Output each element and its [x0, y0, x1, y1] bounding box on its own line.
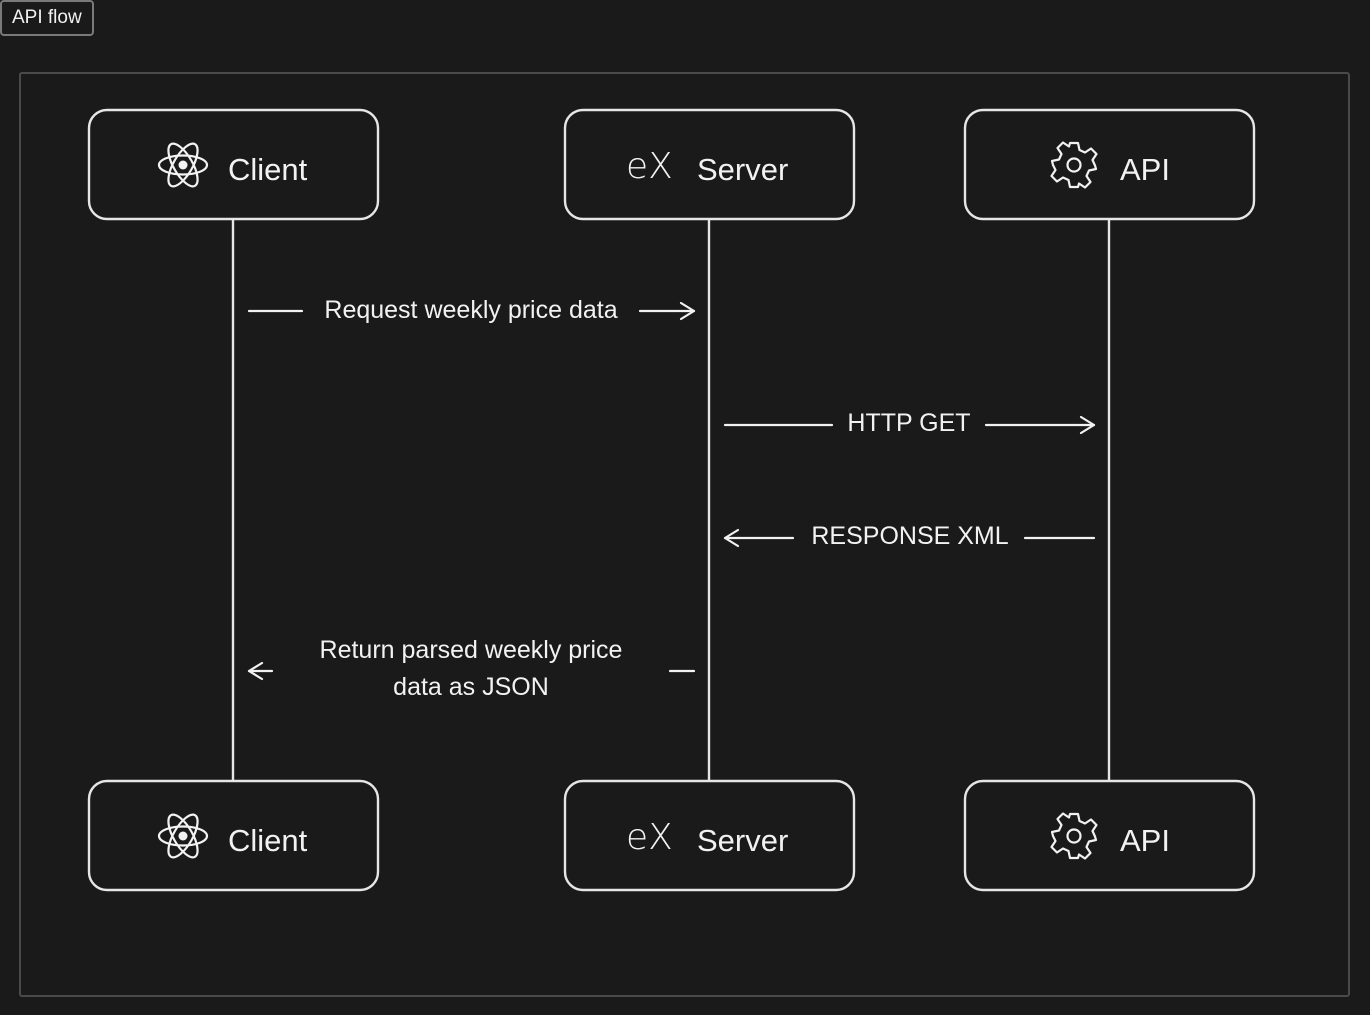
diagram-frame: [19, 72, 1350, 997]
actor-api-bottom[interactable]: API: [963, 779, 1256, 892]
actor-label: API: [1120, 823, 1170, 858]
actor-api-top[interactable]: API: [963, 108, 1256, 221]
arrow-head-left: [247, 661, 264, 681]
arrow-head-left: [723, 528, 740, 548]
message-return-parsed-json: Return parsed weekly price data as JSON: [247, 636, 696, 701]
react-atom-icon: [157, 142, 209, 188]
react-atom-icon: [157, 813, 209, 859]
actor-label: Client: [228, 152, 308, 187]
actor-label: API: [1120, 152, 1170, 187]
express-ex-icon: eX: [626, 146, 673, 187]
actor-server-top[interactable]: eX Server: [563, 108, 856, 221]
arrow-head-right: [1079, 415, 1096, 435]
gear-icon: [1050, 141, 1098, 189]
message-label: RESPONSE XML: [811, 522, 1008, 550]
actor-label: Client: [228, 823, 308, 858]
express-ex-icon: eX: [626, 817, 673, 858]
message-response-xml: RESPONSE XML: [723, 522, 1096, 550]
actor-server-bottom[interactable]: eX Server: [563, 779, 856, 892]
actor-label: Server: [697, 152, 788, 187]
gear-icon: [1050, 812, 1098, 860]
message-label: HTTP GET: [847, 409, 970, 437]
actor-client-top[interactable]: Client: [87, 108, 380, 221]
actor-label: Server: [697, 823, 788, 858]
message-request-weekly-price-data: Request weekly price data: [247, 296, 696, 324]
message-label-line-1: Return parsed weekly price: [320, 636, 623, 664]
message-label: Request weekly price data: [324, 296, 617, 324]
actor-client-bottom[interactable]: Client: [87, 779, 380, 892]
message-label-line-2: data as JSON: [393, 673, 549, 701]
arrow-head-right: [679, 301, 696, 321]
diagram-tab-label[interactable]: API flow: [0, 0, 94, 36]
message-http-get: HTTP GET: [723, 409, 1096, 437]
